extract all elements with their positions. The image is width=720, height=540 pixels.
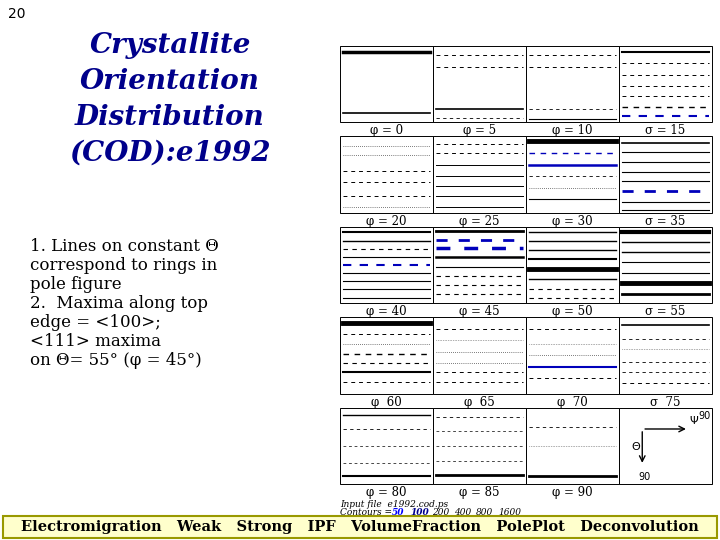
- Text: φ  70: φ 70: [557, 396, 588, 409]
- Bar: [619, 317, 712, 394]
- Bar: [526, 317, 619, 394]
- Bar: [3, 516, 717, 538]
- Text: φ = 25: φ = 25: [459, 215, 500, 228]
- Text: φ = 80: φ = 80: [366, 486, 407, 499]
- Text: Electromigration   Weak   Strong   IPF   VolumeFraction   PolePlot   Deconvoluti: Electromigration Weak Strong IPF VolumeF…: [21, 520, 699, 534]
- Bar: [526, 46, 619, 123]
- Bar: [619, 227, 712, 303]
- Text: φ = 45: φ = 45: [459, 305, 500, 318]
- Text: 2.  Maxima along top: 2. Maxima along top: [30, 295, 208, 312]
- Bar: [340, 408, 433, 484]
- Text: Θ: Θ: [631, 442, 640, 453]
- Text: 90: 90: [638, 471, 650, 482]
- Text: σ  75: σ 75: [650, 396, 680, 409]
- Text: Input file  e1992.cod.ps: Input file e1992.cod.ps: [340, 500, 448, 509]
- Text: Ψ: Ψ: [690, 416, 698, 426]
- Text: φ = 10: φ = 10: [552, 124, 593, 137]
- Bar: [433, 408, 526, 484]
- Text: on Θ= 55° (φ = 45°): on Θ= 55° (φ = 45°): [30, 352, 202, 369]
- Text: φ = 30: φ = 30: [552, 215, 593, 228]
- Text: edge = <100>;: edge = <100>;: [30, 314, 161, 331]
- Bar: [340, 227, 433, 303]
- Bar: [433, 137, 526, 213]
- Text: 20: 20: [8, 7, 25, 21]
- Text: pole figure: pole figure: [30, 276, 122, 293]
- Text: φ = 5: φ = 5: [463, 124, 496, 137]
- Bar: [433, 317, 526, 394]
- Text: φ  65: φ 65: [464, 396, 495, 409]
- Text: 1. Lines on constant Θ: 1. Lines on constant Θ: [30, 238, 219, 255]
- Text: φ = 50: φ = 50: [552, 305, 593, 318]
- Text: 400: 400: [454, 508, 472, 517]
- Bar: [526, 227, 619, 303]
- Text: 200: 200: [432, 508, 449, 517]
- Text: <111> maxima: <111> maxima: [30, 333, 161, 350]
- Text: 100: 100: [410, 508, 428, 517]
- Bar: [340, 317, 433, 394]
- Bar: [340, 137, 433, 213]
- Text: φ  60: φ 60: [371, 396, 402, 409]
- Text: Orientation: Orientation: [80, 68, 260, 95]
- Bar: [619, 46, 712, 123]
- Text: φ = 85: φ = 85: [459, 486, 500, 499]
- Text: Distribution: Distribution: [75, 104, 265, 131]
- Text: σ = 35: σ = 35: [645, 215, 685, 228]
- Text: 90: 90: [698, 411, 711, 421]
- Bar: [340, 46, 433, 123]
- Bar: [433, 227, 526, 303]
- Bar: [526, 137, 619, 213]
- Text: Contours =: Contours =: [340, 508, 395, 517]
- Text: Crystallite: Crystallite: [89, 32, 251, 59]
- Text: φ = 40: φ = 40: [366, 305, 407, 318]
- Bar: [619, 408, 712, 484]
- Text: correspond to rings in: correspond to rings in: [30, 257, 217, 274]
- Text: σ = 15: σ = 15: [645, 124, 685, 137]
- Text: 1600: 1600: [498, 508, 521, 517]
- Bar: [526, 408, 619, 484]
- Text: 50: 50: [392, 508, 405, 517]
- Text: φ = 20: φ = 20: [366, 215, 407, 228]
- Bar: [433, 46, 526, 123]
- Bar: [619, 137, 712, 213]
- Text: σ = 55: σ = 55: [645, 305, 685, 318]
- Text: 800: 800: [476, 508, 493, 517]
- Text: (COD):e1992: (COD):e1992: [69, 140, 271, 167]
- Text: φ = 0: φ = 0: [370, 124, 403, 137]
- Text: φ = 90: φ = 90: [552, 486, 593, 499]
